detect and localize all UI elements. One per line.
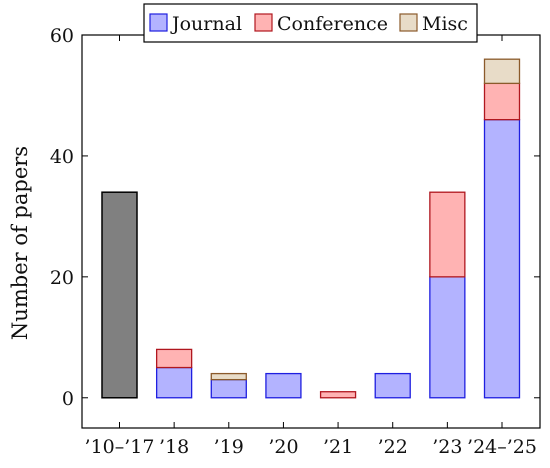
x-tick-label: ’21	[323, 436, 353, 458]
bar-segment-journal	[210, 378, 247, 399]
x-tick-label: ’10–’17	[85, 436, 155, 458]
legend-box	[143, 3, 478, 43]
x-tick-label: ’20	[268, 436, 298, 458]
bar-segment-journal	[265, 372, 302, 399]
bar-total	[101, 191, 138, 399]
bar-segment-journal	[429, 276, 466, 399]
x-tick-label: ’24–’25	[467, 436, 537, 458]
x-tick-label: ’23	[432, 436, 462, 458]
plot-frame	[81, 34, 541, 429]
legend-label-conference: Conference	[277, 13, 388, 35]
bars	[101, 58, 521, 399]
bar-segment-conference	[429, 191, 466, 278]
legend-label-journal: Journal	[170, 13, 242, 35]
legend-swatch-conference	[254, 13, 273, 32]
bar-segment-journal	[483, 118, 521, 399]
x-tick-label: ’19	[214, 436, 244, 458]
x-tick-label: ’22	[378, 436, 408, 458]
bar-segment-journal	[374, 372, 411, 399]
bar-segment-journal	[155, 366, 193, 399]
y-axis-label: Number of papers	[8, 146, 32, 340]
bar-segment-misc	[483, 58, 521, 85]
legend-swatch-misc	[399, 13, 418, 32]
bar-segment-misc	[210, 372, 247, 381]
y-tick-label: 60	[50, 25, 74, 47]
y-tick-label: 0	[62, 388, 74, 410]
x-tick-label: ’18	[159, 436, 189, 458]
y-tick-label: 20	[50, 267, 74, 289]
bar-segment-conference	[155, 348, 193, 369]
legend-swatch-journal	[149, 13, 168, 32]
y-tick-label: 40	[50, 146, 74, 168]
legend-label-misc: Misc	[422, 13, 468, 35]
bar-segment-conference	[319, 391, 357, 399]
axes	[81, 34, 541, 429]
legend: Journal Conference Misc	[143, 3, 478, 43]
ticks: 0 20 40 60 ’10–’17’18 ’19 ’20 ’21 ’22 ’23’24–’25	[50, 25, 540, 458]
bar-segment-conference	[483, 82, 521, 121]
